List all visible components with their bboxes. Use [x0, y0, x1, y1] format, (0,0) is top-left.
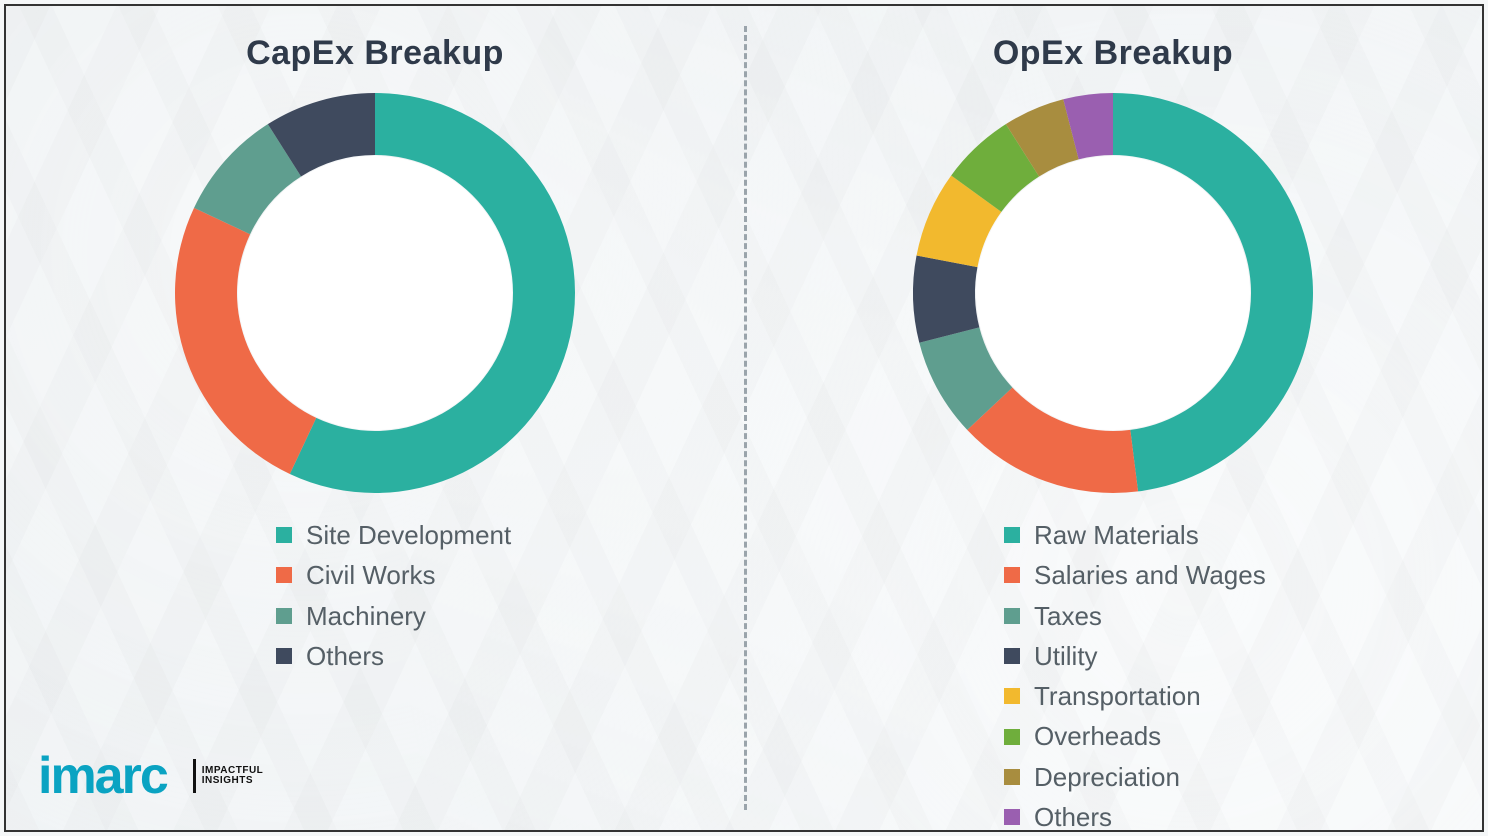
capex-legend-item-2: Machinery: [276, 596, 744, 636]
brand-tagline-line2: INSIGHTS: [202, 775, 253, 786]
capex-legend: Site DevelopmentCivil WorksMachineryOthe…: [6, 515, 744, 676]
opex-legend: Raw MaterialsSalaries and WagesTaxesUtil…: [744, 515, 1482, 836]
capex-legend-swatch-2: [276, 608, 292, 624]
chart-frame: CapEx Breakup Site DevelopmentCivil Work…: [4, 4, 1484, 832]
opex-legend-label-1: Salaries and Wages: [1034, 555, 1266, 595]
capex-panel: CapEx Breakup Site DevelopmentCivil Work…: [6, 6, 744, 830]
opex-legend-label-2: Taxes: [1034, 596, 1102, 636]
capex-legend-swatch-3: [276, 648, 292, 664]
opex-legend-swatch-1: [1004, 567, 1020, 583]
brand-tagline: IMPACTFUL INSIGHTS: [202, 766, 264, 787]
capex-legend-swatch-1: [276, 567, 292, 583]
opex-legend-label-7: Others: [1034, 797, 1112, 836]
opex-panel: OpEx Breakup Raw MaterialsSalaries and W…: [744, 6, 1482, 830]
capex-legend-swatch-0: [276, 527, 292, 543]
capex-legend-item-1: Civil Works: [276, 555, 744, 595]
capex-legend-label-1: Civil Works: [306, 555, 436, 595]
brand-wordmark: imarc: [38, 750, 167, 802]
opex-center: [976, 156, 1250, 430]
opex-legend-label-3: Utility: [1034, 636, 1098, 676]
opex-chart-wrap: [744, 83, 1482, 503]
capex-donut-chart: [165, 83, 585, 503]
opex-legend-swatch-5: [1004, 729, 1020, 745]
capex-title: CapEx Breakup: [6, 34, 744, 73]
capex-legend-item-0: Site Development: [276, 515, 744, 555]
opex-legend-label-4: Transportation: [1034, 676, 1201, 716]
opex-legend-swatch-7: [1004, 809, 1020, 825]
opex-legend-item-3: Utility: [1004, 636, 1482, 676]
opex-legend-item-5: Overheads: [1004, 716, 1482, 756]
capex-legend-label-0: Site Development: [306, 515, 511, 555]
opex-legend-swatch-6: [1004, 769, 1020, 785]
opex-legend-label-6: Depreciation: [1034, 757, 1180, 797]
opex-legend-item-2: Taxes: [1004, 596, 1482, 636]
opex-legend-swatch-0: [1004, 527, 1020, 543]
opex-legend-swatch-4: [1004, 688, 1020, 704]
opex-legend-swatch-3: [1004, 648, 1020, 664]
opex-donut-chart: [903, 83, 1323, 503]
opex-legend-swatch-2: [1004, 608, 1020, 624]
opex-title: OpEx Breakup: [744, 34, 1482, 73]
panel-divider: [744, 26, 747, 810]
opex-legend-item-4: Transportation: [1004, 676, 1482, 716]
opex-legend-item-0: Raw Materials: [1004, 515, 1482, 555]
opex-legend-label-0: Raw Materials: [1034, 515, 1199, 555]
opex-legend-label-5: Overheads: [1034, 716, 1161, 756]
brand-divider-bar: [193, 759, 196, 793]
capex-legend-label-2: Machinery: [306, 596, 426, 636]
opex-legend-item-1: Salaries and Wages: [1004, 555, 1482, 595]
opex-slice-3: [913, 256, 979, 343]
capex-legend-label-3: Others: [306, 636, 384, 676]
brand-logo: imarc IMPACTFUL INSIGHTS: [38, 750, 263, 802]
capex-chart-wrap: [6, 83, 744, 503]
opex-legend-item-7: Others: [1004, 797, 1482, 836]
capex-legend-item-3: Others: [276, 636, 744, 676]
opex-legend-item-6: Depreciation: [1004, 757, 1482, 797]
brand-tagline-line1: IMPACTFUL: [202, 765, 264, 776]
capex-center: [238, 156, 512, 430]
